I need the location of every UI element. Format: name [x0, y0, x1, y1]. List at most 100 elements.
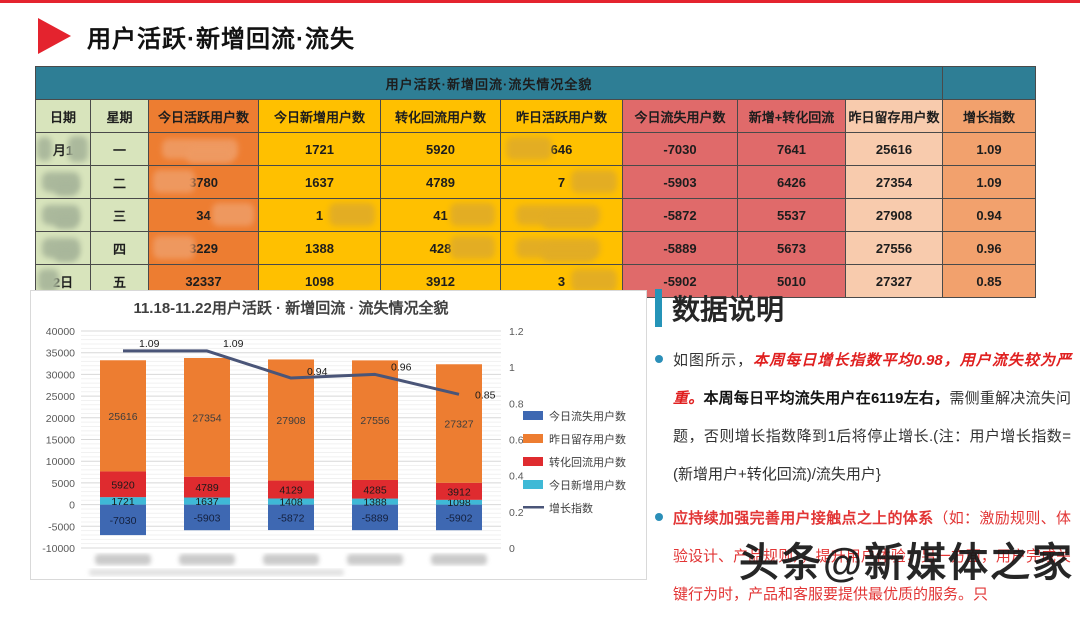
chart-panel: 11.18-11.22用户活跃 · 新增回流 · 流失情况全貌 -10000 -50…	[30, 290, 647, 580]
cell-value: 0.85	[976, 273, 1002, 289]
bar-label: 3912	[447, 486, 471, 498]
note-bullet: 如图所示，本周每日增长指数平均0.98，用户流失较为严重。本周每日平均流失用户在…	[655, 342, 1079, 494]
x-label-redaction-blur	[263, 554, 319, 565]
bar-label: -7030	[110, 515, 137, 527]
table-cell: 428	[380, 231, 501, 265]
bar-label: -5902	[446, 512, 473, 524]
table-cell: 3229	[148, 231, 259, 265]
table-cell: 3780	[148, 165, 259, 199]
bar-label: 1388	[363, 497, 387, 509]
redaction-blur	[54, 245, 79, 263]
cell-value: -7030	[663, 141, 697, 157]
legend-item: 昨日留存用户数	[549, 432, 626, 446]
bar-segment	[352, 504, 398, 531]
cell-value: 3	[557, 273, 566, 289]
bar-segment	[352, 360, 398, 480]
chart-title: 11.18-11.22用户活跃 · 新增回流 · 流失情况全貌	[133, 299, 448, 317]
line-point-label: 0.85	[475, 389, 496, 401]
caption-redaction-blur	[89, 569, 344, 576]
table-cell: 27908	[845, 198, 943, 232]
table-cell: 27556	[845, 231, 943, 265]
bar-segment	[184, 476, 230, 498]
cell-value: 5920	[426, 141, 455, 157]
column-header: 昨日活跃用户数	[500, 99, 623, 133]
right-axis-tick-label: 0.2	[509, 507, 524, 519]
bar-segment	[184, 497, 230, 505]
column-header: 今日活跃用户数	[148, 99, 259, 133]
cell-value: 5537	[777, 207, 806, 223]
table-cell: 二	[90, 165, 149, 199]
legend-swatch	[523, 434, 543, 443]
table-cell: 34	[148, 198, 259, 232]
cell-value: 27908	[875, 207, 913, 223]
table-row: 二 3780 1637 4789 7 -5903 6426 27354 1.09	[35, 165, 1036, 199]
cell-value: 3912	[426, 273, 455, 289]
legend-item: 今日新增用户数	[549, 478, 626, 492]
redaction-blur	[153, 170, 195, 193]
cell-value: 0.96	[976, 240, 1002, 256]
cell-value: 1721	[305, 141, 334, 157]
cell-value: 1	[315, 207, 324, 223]
bar-label: 4129	[279, 485, 303, 497]
bar-segment	[184, 357, 230, 477]
redaction-blur	[450, 203, 496, 226]
cell-value: 32337	[185, 273, 222, 289]
table-cell: 27354	[845, 165, 943, 199]
line-point-label: 1.09	[223, 338, 244, 350]
table-cell: 5920	[380, 132, 501, 166]
notes-accent-bar	[655, 289, 662, 327]
bar-label: -5889	[362, 512, 389, 524]
left-axis-tick-label: 10000	[46, 456, 75, 468]
redaction-blur	[542, 212, 596, 230]
right-axis-tick-label: 0.8	[509, 398, 524, 410]
bar-label: 4789	[195, 482, 219, 494]
bar-segment	[184, 504, 230, 531]
cell-value: 25616	[875, 141, 913, 157]
notes-heading: 数据说明	[672, 294, 785, 325]
cell-value: 1388	[305, 240, 334, 256]
bar-label: 27908	[276, 415, 305, 427]
right-axis-tick-label: 1.2	[509, 326, 524, 338]
column-header: 昨日留存用户数	[845, 99, 943, 133]
cell-value: 41	[433, 207, 448, 223]
summary-table-wrap: 用户活跃·新增回流·流失情况全貌 日期 星期 今日活跃用户数 今日新增用户数 转化回流用户…	[35, 66, 1036, 298]
cell-value: -5872	[663, 207, 697, 223]
cell-value: 五	[112, 274, 126, 290]
table-cell: -5889	[622, 231, 738, 265]
left-axis-tick-label: -10000	[42, 543, 75, 555]
bar-segment	[436, 499, 482, 505]
table-cell: 月1	[35, 132, 91, 166]
table-cell: -5903	[622, 165, 738, 199]
redaction-blur	[54, 212, 79, 230]
x-label-redaction-blur	[95, 554, 151, 565]
bar-segment	[352, 498, 398, 505]
redaction-blur	[153, 236, 195, 259]
legend-swatch	[523, 506, 544, 509]
cell-value: 4789	[426, 174, 455, 190]
bar-label: 27556	[360, 415, 389, 427]
cell-value: 0.94	[976, 207, 1002, 223]
bar-label: 25616	[108, 411, 137, 423]
table-cell: -7030	[622, 132, 738, 166]
column-header: 增长指数	[942, 99, 1036, 133]
cell-value: 7641	[777, 141, 806, 157]
bar-segment	[268, 504, 314, 531]
table-cell: 5537	[737, 198, 846, 232]
bullet-dot-icon	[655, 355, 663, 363]
table-cell: 7641	[737, 132, 846, 166]
growth-index-line	[123, 349, 460, 396]
table-cell: 1.09	[942, 165, 1036, 199]
line-point-label: 0.94	[307, 366, 328, 378]
bullet-text: 如图所示，本周每日增长指数平均0.98，用户流失较为严重。本周每日平均流失用户在…	[673, 342, 1071, 494]
table-cell	[500, 231, 623, 265]
table-cell: 1	[258, 198, 381, 232]
bar-label: 4285	[363, 484, 387, 496]
chart: 11.18-11.22用户活跃 · 新增回流 · 流失情况全貌 -10000 -50…	[42, 299, 626, 576]
text-segment: 本周每日平均流失用户在6119左右，	[703, 390, 950, 407]
column-header: 今日流失用户数	[622, 99, 738, 133]
cell-value: 646	[550, 141, 573, 157]
table-cell: 27327	[845, 264, 943, 298]
top-accent-line	[0, 0, 1080, 3]
line-point-label: 1.09	[139, 338, 160, 350]
table-cell: 7	[500, 165, 623, 199]
